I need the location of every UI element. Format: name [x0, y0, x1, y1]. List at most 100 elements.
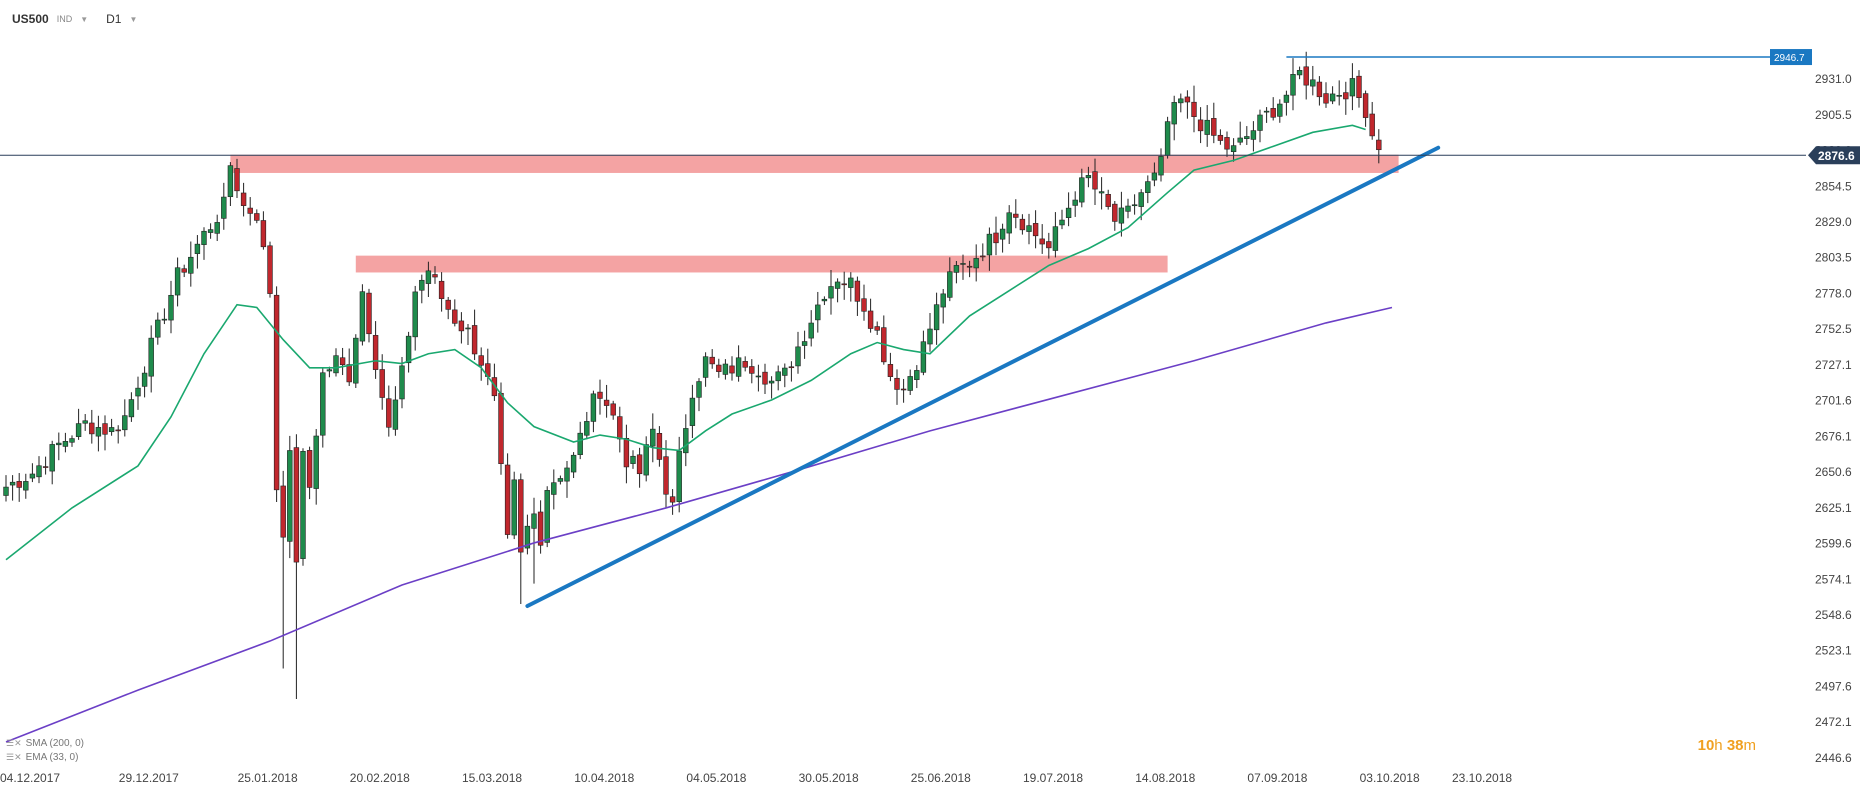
- candle-body: [656, 433, 663, 460]
- candle-body: [1250, 130, 1257, 140]
- candle-body: [1270, 108, 1276, 118]
- candle-body: [874, 326, 880, 331]
- candle-body: [1217, 134, 1224, 141]
- candle-body: [135, 387, 141, 397]
- candle-body: [115, 429, 121, 432]
- candle-body: [181, 268, 187, 273]
- candle-body: [221, 196, 227, 219]
- candle-body: [927, 328, 933, 345]
- candle-body: [1145, 181, 1151, 193]
- candle-body: [287, 450, 293, 542]
- candle-body: [669, 496, 676, 503]
- legend-sma-label: SMA (200, 0): [25, 738, 84, 749]
- candle-body: [465, 327, 471, 330]
- candle-body: [1191, 101, 1197, 117]
- candle-body: [650, 428, 656, 447]
- resistance-zone: [230, 154, 1399, 173]
- candle-body: [947, 271, 953, 298]
- candle-body: [762, 371, 768, 385]
- candle-body: [1158, 156, 1164, 176]
- candle-body: [1013, 213, 1019, 218]
- candle-body: [260, 220, 267, 248]
- symbol-label[interactable]: US500: [12, 12, 49, 26]
- current-price-marker: [1808, 146, 1860, 165]
- candle-body: [36, 465, 42, 478]
- candle-body: [29, 473, 36, 479]
- candle-body: [1237, 137, 1243, 143]
- x-tick-label: 19.07.2018: [1023, 771, 1083, 785]
- x-tick-label: 25.01.2018: [238, 771, 298, 785]
- candle-body: [254, 213, 260, 221]
- candle-body: [1283, 94, 1290, 103]
- support-trendline: [525, 145, 1441, 609]
- candle-body: [1349, 78, 1356, 97]
- candle-body: [1072, 199, 1078, 206]
- x-tick-label: 03.10.2018: [1360, 771, 1420, 785]
- candle-body: [808, 322, 814, 339]
- candle-body: [247, 207, 253, 214]
- candle-body: [815, 304, 821, 321]
- candle-body: [42, 466, 49, 468]
- candle-body: [128, 399, 135, 418]
- legend-ema[interactable]: ☰✕ EMA (33, 0): [6, 752, 78, 763]
- candle-body: [848, 277, 854, 288]
- candle-body: [1362, 93, 1369, 118]
- candle-body: [1197, 119, 1204, 132]
- candle-body: [834, 281, 841, 289]
- candle-body: [313, 435, 319, 489]
- candle-body: [1316, 81, 1323, 98]
- candle-body: [1204, 119, 1210, 135]
- candle-body: [405, 335, 412, 364]
- candle-body: [590, 393, 597, 422]
- candle-body: [531, 513, 537, 529]
- candle-body: [498, 392, 504, 464]
- x-tick-label: 04.12.2017: [0, 771, 60, 785]
- candle-body: [729, 365, 735, 374]
- candle-body: [1323, 93, 1329, 104]
- candle-body: [425, 270, 432, 284]
- candle-body: [722, 363, 729, 375]
- y-tick-label: 2599.6: [1815, 537, 1852, 551]
- interval-selector[interactable]: D1: [106, 12, 122, 26]
- legend-sma[interactable]: ☰✕ SMA (200, 0): [6, 738, 84, 749]
- candle-body: [82, 420, 88, 424]
- candle-body: [749, 366, 755, 374]
- x-tick-label: 23.10.2018: [1452, 771, 1512, 785]
- candle-body: [1105, 194, 1111, 207]
- candle-body: [1303, 66, 1309, 86]
- candle-body: [452, 309, 458, 324]
- candle-body: [993, 232, 999, 244]
- high-level-label: 2946.7: [1774, 53, 1805, 64]
- candle-body: [610, 403, 616, 416]
- candle-body: [716, 364, 722, 372]
- chevron-down-icon[interactable]: ▼: [129, 14, 138, 24]
- y-tick-label: 2931.0: [1815, 72, 1852, 86]
- indicator-icon: ☰✕: [6, 738, 22, 748]
- candle-body: [89, 422, 95, 435]
- candle-body: [1131, 204, 1138, 207]
- candle-body: [551, 482, 557, 495]
- candle-body: [1244, 136, 1250, 139]
- candle-body: [900, 388, 907, 391]
- high-level-marker: [1770, 49, 1812, 66]
- candle-body: [1343, 92, 1349, 100]
- candle-body: [603, 399, 610, 406]
- chevron-down-icon[interactable]: ▼: [80, 14, 89, 24]
- candle-body: [1059, 219, 1065, 226]
- candle-body: [775, 371, 781, 382]
- candle-body: [907, 376, 913, 391]
- candle-body: [966, 265, 973, 268]
- candle-body: [372, 335, 379, 370]
- candle-body: [207, 229, 214, 233]
- y-tick-label: 2548.6: [1815, 608, 1852, 622]
- candle-body: [1263, 110, 1270, 113]
- candle-body: [161, 318, 168, 321]
- candle-body: [326, 369, 333, 372]
- candle-body: [1151, 172, 1158, 181]
- candle-body: [511, 479, 517, 536]
- candle-body: [62, 441, 69, 447]
- candle-body: [267, 245, 273, 294]
- candle-body: [663, 456, 669, 495]
- ema-33-line: [5, 124, 1366, 561]
